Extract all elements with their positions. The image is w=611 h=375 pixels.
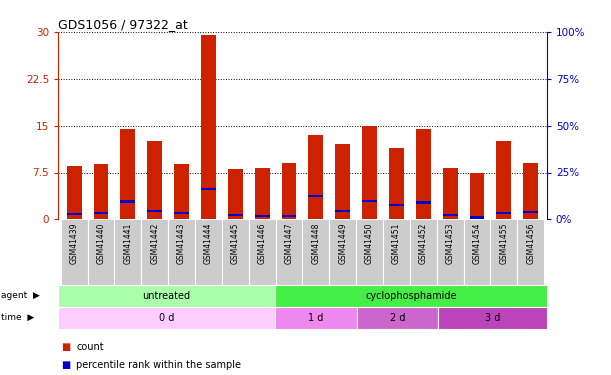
Bar [389, 204, 404, 206]
Bar [437, 219, 464, 285]
Text: GSM41447: GSM41447 [285, 223, 293, 264]
Text: GSM41452: GSM41452 [419, 223, 428, 264]
Bar [309, 135, 323, 219]
Text: GSM41456: GSM41456 [526, 223, 535, 264]
Bar [201, 188, 216, 190]
Text: time  ▶: time ▶ [1, 313, 34, 322]
Bar [201, 35, 216, 219]
Bar [276, 285, 547, 307]
Text: GSM41445: GSM41445 [231, 223, 240, 264]
Bar [120, 201, 135, 202]
Bar [383, 219, 410, 285]
Bar [228, 170, 243, 219]
Bar [67, 213, 81, 215]
Bar [335, 144, 350, 219]
Bar [362, 200, 377, 202]
Text: GSM41441: GSM41441 [123, 223, 133, 264]
Bar [282, 214, 296, 217]
Bar [497, 212, 511, 214]
Text: 3 d: 3 d [485, 313, 500, 322]
Bar [464, 219, 491, 285]
Text: GSM41448: GSM41448 [312, 223, 320, 264]
Text: GSM41453: GSM41453 [445, 223, 455, 264]
Bar [249, 219, 276, 285]
Bar [87, 219, 114, 285]
Text: GSM41443: GSM41443 [177, 223, 186, 264]
Bar [114, 219, 141, 285]
Text: GDS1056 / 97322_at: GDS1056 / 97322_at [58, 18, 188, 31]
Text: count: count [76, 342, 104, 352]
Text: GSM41451: GSM41451 [392, 223, 401, 264]
Text: GSM41450: GSM41450 [365, 223, 374, 264]
Bar [60, 219, 87, 285]
Bar [93, 212, 108, 214]
Bar [255, 214, 269, 217]
Bar [168, 219, 195, 285]
Bar [120, 129, 135, 219]
Bar [58, 285, 276, 307]
Bar [518, 219, 544, 285]
Bar [491, 219, 518, 285]
Text: GSM41449: GSM41449 [338, 223, 347, 264]
Bar [67, 166, 81, 219]
Bar [147, 141, 162, 219]
Text: 2 d: 2 d [390, 313, 405, 322]
Text: 1 d: 1 d [309, 313, 324, 322]
Text: 0 d: 0 d [159, 313, 174, 322]
Bar [329, 219, 356, 285]
Bar [147, 210, 162, 212]
Bar [141, 219, 168, 285]
Text: GSM41446: GSM41446 [258, 223, 266, 264]
Bar [356, 219, 383, 285]
Bar [497, 141, 511, 219]
Bar [416, 201, 431, 204]
Bar [410, 219, 437, 285]
Bar [174, 212, 189, 214]
Bar [524, 163, 538, 219]
Bar [470, 172, 485, 219]
Bar [443, 214, 458, 216]
Text: GSM41439: GSM41439 [70, 223, 79, 264]
Bar [276, 307, 357, 328]
Text: untreated: untreated [142, 291, 191, 301]
Bar [174, 164, 189, 219]
Bar [222, 219, 249, 285]
Bar [416, 129, 431, 219]
Bar [309, 195, 323, 197]
Bar [524, 211, 538, 213]
Text: GSM41455: GSM41455 [499, 223, 508, 264]
Bar [335, 210, 350, 212]
Text: ■: ■ [61, 342, 70, 352]
Text: GSM41440: GSM41440 [97, 223, 106, 264]
Bar [357, 307, 438, 328]
Text: percentile rank within the sample: percentile rank within the sample [76, 360, 241, 370]
Bar [93, 164, 108, 219]
Bar [195, 219, 222, 285]
Bar [470, 216, 485, 219]
Bar [389, 147, 404, 219]
Text: agent  ▶: agent ▶ [1, 291, 40, 300]
Text: GSM41454: GSM41454 [472, 223, 481, 264]
Text: GSM41442: GSM41442 [150, 223, 159, 264]
Text: ■: ■ [61, 360, 70, 370]
Text: GSM41444: GSM41444 [204, 223, 213, 264]
Text: cyclophosphamide: cyclophosphamide [365, 291, 457, 301]
Bar [58, 307, 276, 328]
Bar [228, 214, 243, 216]
Bar [438, 307, 547, 328]
Bar [362, 126, 377, 219]
Bar [443, 168, 458, 219]
Bar [276, 219, 302, 285]
Bar [302, 219, 329, 285]
Bar [255, 168, 269, 219]
Bar [282, 163, 296, 219]
